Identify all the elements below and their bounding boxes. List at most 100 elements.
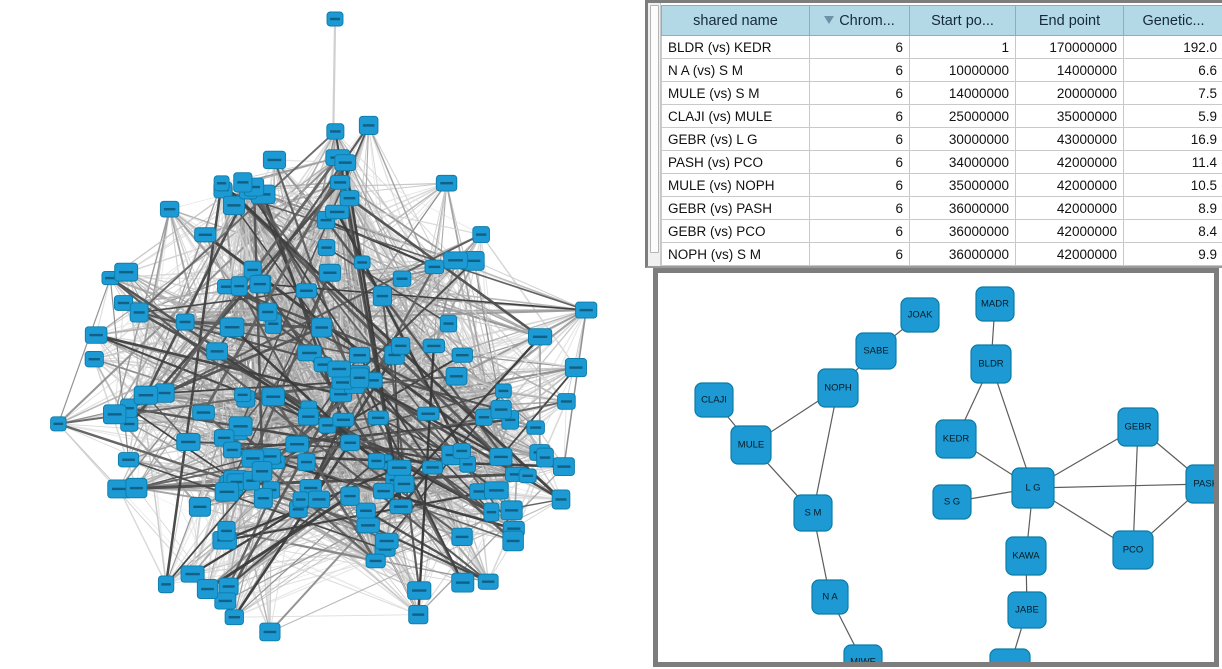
node[interactable] — [349, 367, 370, 389]
node[interactable] — [483, 502, 500, 522]
node[interactable] — [234, 387, 252, 403]
node[interactable] — [262, 150, 287, 170]
node-BLDR[interactable]: BLDR — [970, 344, 1012, 384]
node[interactable] — [297, 453, 316, 471]
node[interactable] — [389, 499, 413, 515]
table-row[interactable]: MULE (vs) S M 6 14000000 20000000 7.5 — [661, 81, 1222, 105]
node[interactable] — [332, 412, 355, 427]
table-row[interactable]: PASH (vs) PCO 6 34000000 42000000 11.4 — [661, 150, 1222, 174]
main-network-graph[interactable] — [0, 0, 645, 669]
table-row[interactable]: GEBR (vs) PCO 6 36000000 42000000 8.4 — [661, 219, 1222, 243]
node-JABE[interactable]: JABE — [1007, 591, 1047, 629]
node[interactable] — [353, 255, 371, 270]
table-vertical-scrollbar[interactable] — [648, 3, 661, 266]
node-PCO[interactable]: PCO — [1112, 530, 1154, 570]
table-row[interactable]: GEBR (vs) PASH 6 36000000 42000000 8.9 — [661, 196, 1222, 220]
node[interactable] — [484, 481, 509, 500]
scrollbar-thumb[interactable] — [650, 5, 659, 253]
node[interactable] — [285, 435, 309, 453]
node[interactable] — [422, 460, 444, 475]
node[interactable] — [564, 358, 587, 378]
node[interactable] — [217, 520, 236, 541]
subnetwork-graph[interactable]: JOAK SABE NOPH CLAJI MULE S M N A MIWE MADR BLDR K… — [658, 273, 1214, 662]
node[interactable] — [251, 461, 273, 482]
node[interactable] — [500, 500, 523, 521]
node[interactable] — [528, 328, 553, 346]
node[interactable] — [356, 517, 380, 534]
column-header-shared_name[interactable]: shared name — [661, 5, 810, 36]
node[interactable] — [367, 452, 386, 469]
table-row[interactable]: GEBR (vs) L G 6 30000000 43000000 16.9 — [661, 127, 1222, 151]
node[interactable] — [84, 326, 108, 344]
node-SABE[interactable]: SABE — [855, 332, 897, 370]
column-header-genetic[interactable]: Genetic... — [1123, 5, 1222, 36]
node[interactable] — [297, 344, 322, 362]
node-KEDR[interactable]: KEDR — [935, 419, 977, 459]
node[interactable] — [374, 532, 399, 550]
node[interactable] — [552, 457, 575, 476]
node[interactable] — [214, 592, 237, 610]
node[interactable] — [452, 442, 471, 459]
node[interactable] — [372, 285, 392, 307]
node[interactable] — [159, 200, 180, 218]
node[interactable] — [214, 482, 240, 502]
node[interactable] — [325, 204, 350, 220]
node[interactable] — [292, 491, 309, 508]
edge-GEBR-PCO[interactable] — [1132, 426, 1139, 551]
node[interactable] — [356, 502, 376, 519]
node[interactable] — [196, 579, 219, 600]
node[interactable] — [206, 342, 228, 361]
node[interactable] — [358, 115, 379, 135]
node-ALMCH[interactable]: ALMCH — [989, 648, 1031, 662]
edge-LG-PASH[interactable] — [1032, 483, 1207, 489]
node[interactable] — [339, 190, 360, 207]
node[interactable] — [340, 486, 360, 506]
node[interactable] — [295, 283, 318, 299]
node[interactable] — [349, 346, 371, 364]
node[interactable] — [233, 172, 253, 193]
node[interactable] — [472, 226, 490, 244]
node[interactable] — [192, 404, 215, 421]
node[interactable] — [103, 404, 127, 425]
table-scroll-area[interactable]: shared name Chrom... Start po... End point G… — [661, 3, 1222, 266]
node-LG[interactable]: L G — [1011, 467, 1055, 509]
node[interactable] — [489, 447, 513, 466]
node[interactable] — [392, 270, 412, 287]
node[interactable] — [459, 455, 477, 473]
table-row[interactable]: N A (vs) S M 6 10000000 14000000 6.6 — [661, 58, 1222, 82]
node[interactable] — [326, 123, 345, 140]
node[interactable] — [557, 393, 576, 410]
column-header-chrom[interactable]: Chrom... — [809, 5, 910, 36]
node[interactable] — [340, 434, 361, 452]
node[interactable] — [180, 565, 205, 583]
node[interactable] — [391, 337, 411, 355]
node[interactable] — [224, 609, 244, 626]
node[interactable] — [223, 441, 242, 459]
edge-BLDR-LG[interactable] — [990, 363, 1034, 489]
node[interactable] — [194, 227, 217, 243]
node[interactable] — [258, 302, 278, 322]
node[interactable] — [249, 274, 271, 294]
node[interactable] — [451, 347, 473, 363]
node[interactable] — [536, 447, 554, 468]
node-PASH[interactable]: PASH — [1185, 464, 1214, 504]
node[interactable] — [175, 313, 195, 331]
table-row[interactable]: BLDR (vs) KEDR 6 1 170000000 192.0 — [661, 35, 1222, 59]
node[interactable] — [133, 385, 159, 405]
node[interactable] — [327, 360, 351, 378]
node[interactable] — [50, 416, 67, 432]
node[interactable] — [125, 477, 148, 499]
node[interactable] — [422, 338, 446, 354]
node[interactable] — [477, 573, 499, 590]
edge-NOPH-SM[interactable] — [812, 387, 839, 514]
node-MULE[interactable]: MULE — [730, 425, 772, 465]
node[interactable] — [219, 317, 245, 337]
node-NOPH[interactable]: NOPH — [817, 368, 859, 408]
node[interactable] — [386, 459, 412, 476]
node[interactable] — [424, 259, 445, 275]
node[interactable] — [439, 314, 458, 333]
node[interactable] — [129, 302, 149, 323]
node[interactable] — [451, 572, 475, 593]
node[interactable] — [259, 622, 281, 642]
node[interactable] — [157, 575, 175, 594]
